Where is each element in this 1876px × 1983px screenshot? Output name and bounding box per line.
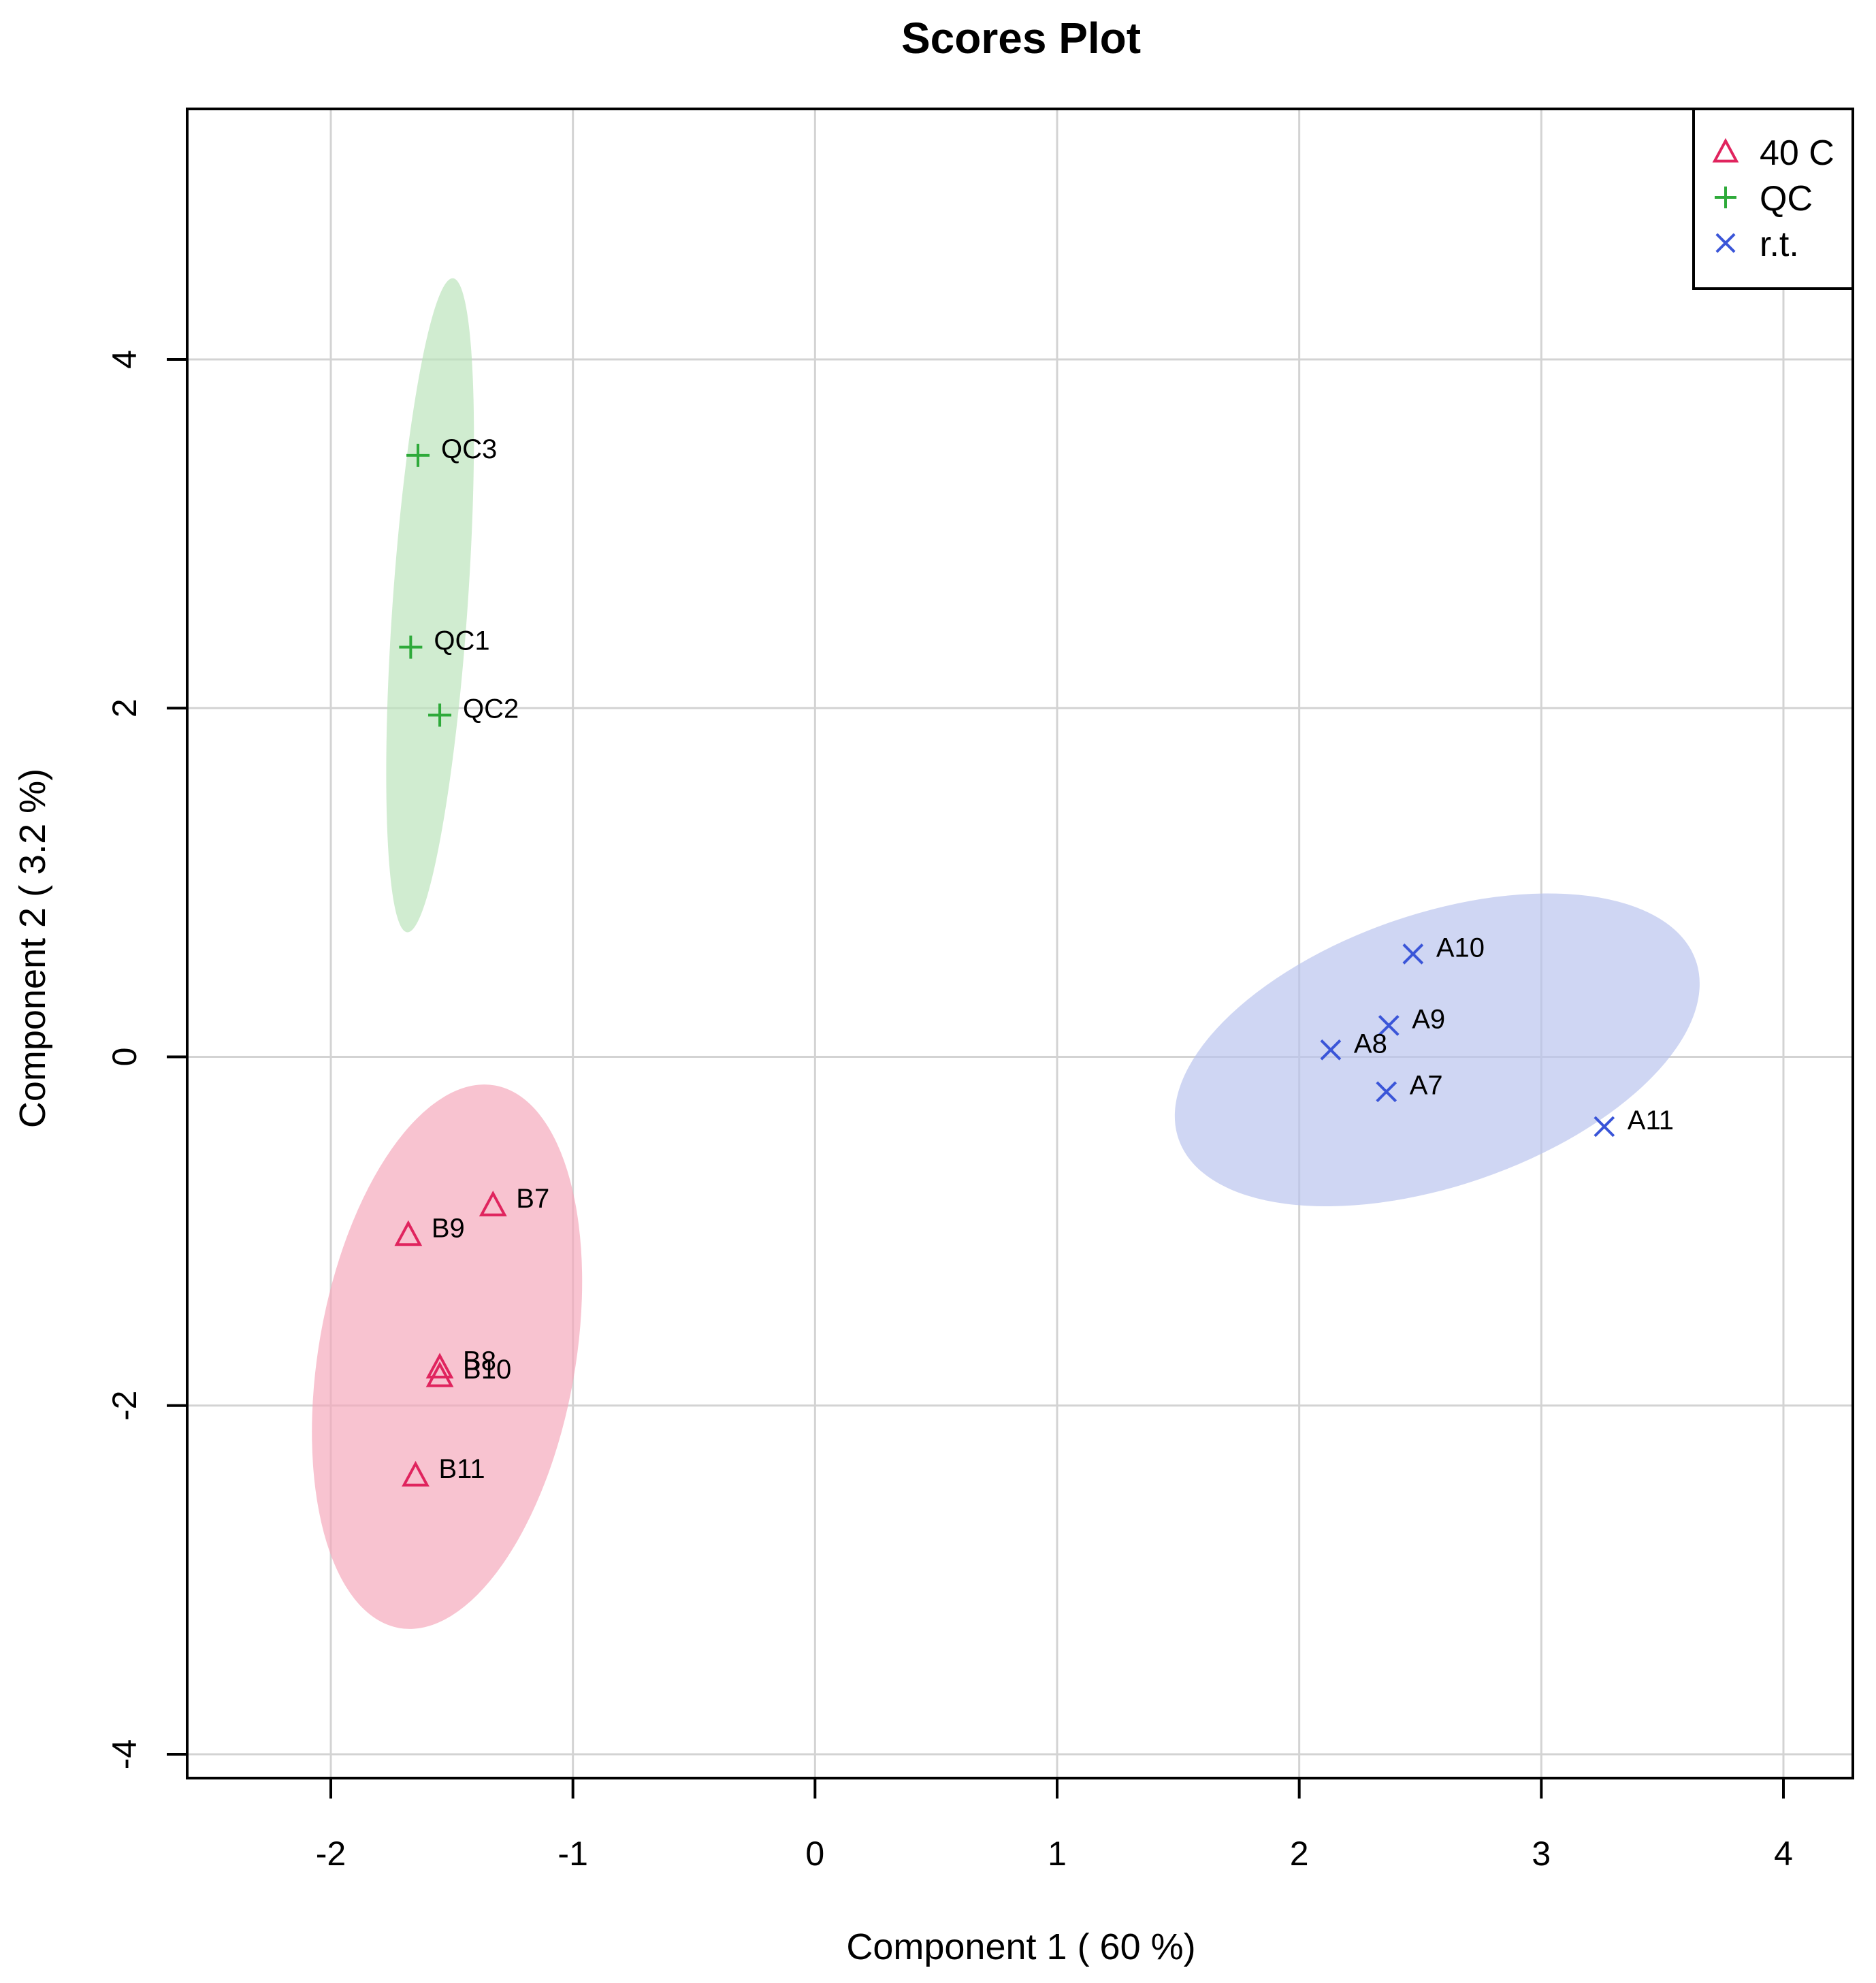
y-axis-label: Component 2 ( 3.2 %)	[12, 769, 53, 1128]
point-marker-cross	[1594, 1116, 1615, 1138]
point-label: A7	[1410, 1071, 1443, 1101]
point-marker-cross	[1378, 1015, 1400, 1036]
x-tick-label: 3	[1532, 1835, 1551, 1873]
x-axis-label: Component 1 ( 60 %)	[846, 1926, 1195, 1967]
ellipse-40-c	[312, 1084, 583, 1629]
x-tick-label: 0	[805, 1835, 824, 1873]
point-label: A11	[1628, 1106, 1674, 1135]
legend-label: QC	[1760, 179, 1813, 219]
point-label: A9	[1412, 1004, 1445, 1034]
point-label: B9	[432, 1214, 465, 1244]
point-marker-triangle	[479, 1191, 507, 1216]
point-marker-triangle	[394, 1220, 423, 1246]
point-marker-cross	[1715, 233, 1736, 253]
legend-label: 40 C	[1760, 133, 1834, 173]
ellipse-qc	[386, 278, 474, 933]
plot-frame	[186, 108, 1854, 1779]
point-marker-triangle	[1712, 138, 1739, 163]
confidence-ellipses	[312, 278, 1700, 1629]
y-tick-label: 2	[106, 698, 144, 718]
point-marker-plus	[406, 443, 430, 467]
point-marker-triangle	[402, 1460, 430, 1487]
point-label: QC3	[441, 434, 497, 464]
point-marker-cross	[1402, 944, 1424, 965]
point-label: A10	[1436, 933, 1485, 963]
x-tick-label: 1	[1048, 1835, 1067, 1873]
y-tick-label: 0	[106, 1048, 144, 1067]
point-label: B11	[438, 1454, 485, 1484]
x-tick-label: -1	[557, 1835, 587, 1873]
x-tick-label: -2	[316, 1835, 346, 1873]
chart-title: Scores Plot	[901, 14, 1141, 63]
point-label: QC2	[463, 694, 519, 724]
point-marker-plus	[428, 703, 452, 727]
x-tick-label: 2	[1290, 1835, 1309, 1873]
point-label: B8	[463, 1346, 496, 1376]
y-tick-label: -4	[106, 1739, 144, 1769]
legend-label: r.t.	[1760, 225, 1799, 264]
y-tick-label: 4	[106, 350, 144, 369]
point-label: B7	[516, 1184, 549, 1214]
axes: -2 -1 0 1 2 3 4 -4 -2 0 2 4	[106, 108, 1854, 1873]
point-label: B10	[463, 1355, 511, 1385]
point-marker-plus	[399, 635, 423, 659]
point-marker-plus	[1715, 187, 1736, 208]
y-tick-label: -2	[106, 1391, 144, 1421]
x-tick-label: 4	[1774, 1835, 1793, 1873]
point-label: A8	[1354, 1029, 1387, 1059]
point-marker-triangle	[425, 1353, 454, 1379]
point-marker-cross	[1320, 1039, 1342, 1061]
point-label: QC1	[434, 626, 489, 656]
point-marker-cross	[1376, 1081, 1397, 1103]
ellipse-r-t-	[1174, 893, 1700, 1207]
point-marker-triangle	[425, 1361, 454, 1387]
legend: 40 C QC r.t.	[1692, 108, 1854, 290]
